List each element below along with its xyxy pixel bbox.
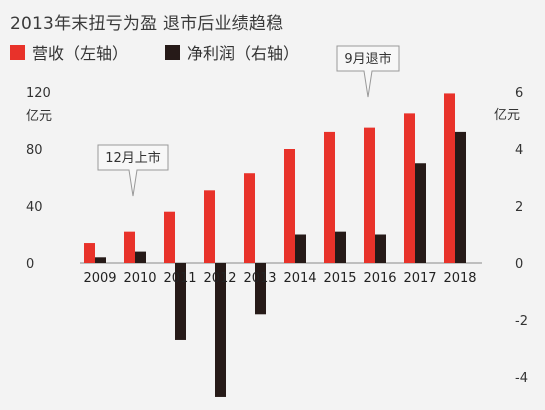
legend-swatch-revenue [10,44,25,60]
net-profit-bar [135,251,146,263]
left-axis-tick-label: 120 [26,86,51,101]
x-axis-category-label: 2015 [323,271,356,286]
revenue-bar [284,149,295,263]
x-axis-category-label: 2017 [403,271,436,286]
right-axis-unit: 亿元 [494,108,520,123]
net-profit-bar [375,234,386,263]
revenue-bar [444,93,455,263]
revenue-bar [364,127,375,263]
left-axis-tick-label: 80 [26,143,43,158]
net-profit-bar [95,257,106,263]
left-axis-unit: 亿元 [26,109,52,124]
revenue-bar [324,131,335,263]
right-axis-tick-label: 0 [515,257,523,272]
revenue-bar [204,190,215,263]
net-profit-bar [415,163,426,263]
callout-box [97,144,169,197]
right-axis-tick-label: 2 [515,200,523,215]
x-axis-category-label: 2009 [83,271,116,286]
x-axis-category-label: 2016 [363,271,396,286]
net-profit-bar [215,263,226,397]
revenue-bar [164,211,175,263]
revenue-bar [84,243,95,263]
x-axis-category-label: 2010 [123,271,156,286]
right-axis-tick-label: 4 [515,143,523,158]
left-axis-tick-label: 40 [26,200,43,215]
x-axis-category-label: 2011 [163,271,196,286]
callout-label: 12月上市 [105,150,161,166]
chart-title: 2013年末扭亏为盈 退市后业绩趋稳 [10,14,284,34]
net-profit-bar [455,131,466,263]
x-axis-category-label: 2014 [283,271,316,286]
legend-swatch-net-profit [165,44,180,60]
x-axis-category-label: 2018 [443,271,476,286]
right-axis-tick-label: -4 [515,371,528,386]
legend-item-revenue: 营收（左轴） [10,42,129,63]
revenue-bar [124,231,135,263]
legend-label-net-profit: 净利润（右轴） [187,44,300,63]
right-axis-tick-label: -2 [515,314,528,329]
net-profit-bar [175,263,186,340]
net-profit-bar [295,234,306,263]
callout-box [336,45,400,98]
left-axis-tick-label: 0 [26,257,34,272]
callout-label: 9月退市 [344,51,391,67]
x-axis-category-label: 2013 [243,271,276,286]
right-axis-tick-label: 6 [515,86,523,101]
revenue-bar [244,173,255,263]
legend-item-net-profit: 净利润（右轴） [165,42,300,63]
legend-label-revenue: 营收（左轴） [32,44,129,63]
x-axis-category-label: 2012 [203,271,236,286]
revenue-bar [404,113,415,263]
net-profit-bar [335,231,346,263]
net-profit-bar [255,263,266,315]
